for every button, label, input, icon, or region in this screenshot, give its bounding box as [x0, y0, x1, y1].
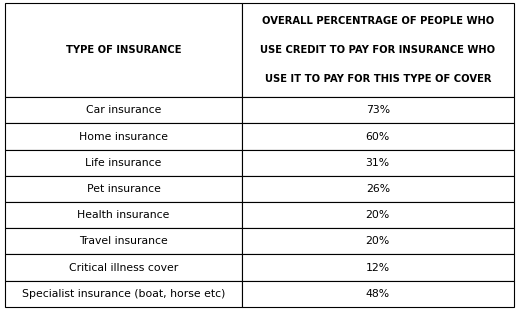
- Bar: [242, 202, 514, 228]
- Bar: [5, 123, 242, 150]
- Text: Health insurance: Health insurance: [77, 210, 170, 220]
- Bar: [5, 281, 242, 307]
- Bar: [242, 281, 514, 307]
- Text: 26%: 26%: [366, 184, 390, 194]
- Bar: [242, 176, 514, 202]
- Text: Critical illness cover: Critical illness cover: [69, 263, 178, 272]
- Text: 20%: 20%: [365, 237, 390, 246]
- Text: Pet insurance: Pet insurance: [87, 184, 160, 194]
- Text: Travel insurance: Travel insurance: [79, 237, 168, 246]
- Text: 48%: 48%: [366, 289, 390, 299]
- Bar: [242, 97, 514, 123]
- Bar: [242, 150, 514, 176]
- Bar: [5, 97, 242, 123]
- Bar: [242, 123, 514, 150]
- Text: Specialist insurance (boat, horse etc): Specialist insurance (boat, horse etc): [22, 289, 225, 299]
- Bar: [5, 176, 242, 202]
- Text: Car insurance: Car insurance: [86, 105, 161, 115]
- Bar: [5, 228, 242, 255]
- Bar: [5, 202, 242, 228]
- Text: TYPE OF INSURANCE: TYPE OF INSURANCE: [66, 45, 181, 55]
- Bar: [5, 3, 242, 97]
- Text: 73%: 73%: [366, 105, 390, 115]
- Text: 12%: 12%: [366, 263, 390, 272]
- Bar: [5, 255, 242, 281]
- Text: 60%: 60%: [365, 131, 390, 142]
- Bar: [242, 255, 514, 281]
- Text: OVERALL PERCENTRAGE OF PEOPLE WHO

USE CREDIT TO PAY FOR INSURANCE WHO

USE IT T: OVERALL PERCENTRAGE OF PEOPLE WHO USE CR…: [260, 16, 495, 84]
- Text: 20%: 20%: [365, 210, 390, 220]
- Text: Home insurance: Home insurance: [79, 131, 168, 142]
- Bar: [242, 3, 514, 97]
- Bar: [242, 228, 514, 255]
- Bar: [5, 150, 242, 176]
- Text: Life insurance: Life insurance: [85, 158, 161, 168]
- Text: 31%: 31%: [366, 158, 390, 168]
